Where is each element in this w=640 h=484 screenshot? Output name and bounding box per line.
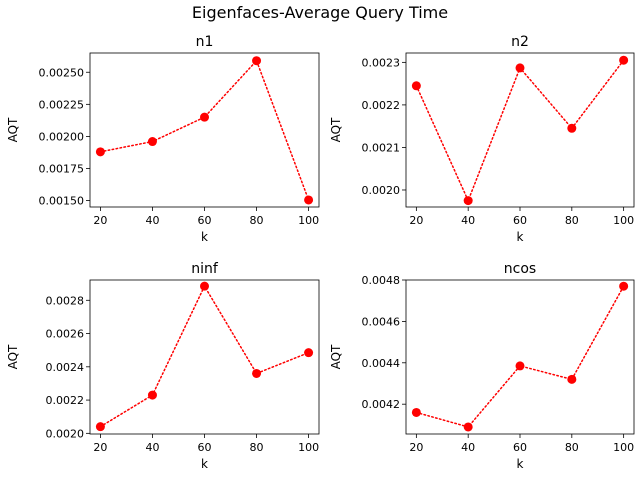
y-tick-label: 0.0021	[362, 141, 401, 154]
x-axis-label: k	[201, 230, 208, 244]
subplot-ninf: ninf 20 40 60 80 100 0.0020 0.0022 0.0024 0.0026 0…	[6, 261, 320, 471]
x-tick-label: 80	[250, 441, 264, 454]
x-tick-label: 60	[513, 214, 527, 227]
subplot-n1: n1 20 40 60 80 100 0.00150 0.00175 0.00200 0.0022…	[6, 34, 320, 244]
data-point	[95, 147, 105, 157]
data-point	[463, 196, 473, 206]
y-tick-label: 0.0048	[362, 274, 401, 287]
figure-title: Eigenfaces-Average Query Time	[192, 3, 448, 22]
x-tick-label: 60	[513, 441, 527, 454]
y-tick-label: 0.0042	[362, 398, 401, 411]
axes-frame	[89, 279, 320, 435]
data-point	[147, 390, 157, 400]
data-point	[200, 112, 209, 122]
x-tick-label: 20	[409, 214, 423, 227]
subplot-ncos: ncos 20 40 60 80 100 0.0042 0.0044 0.0046 0.0048 k…	[329, 261, 635, 471]
y-axis-label: AQT	[329, 117, 343, 142]
data-point	[515, 361, 525, 371]
x-tick-label: 40	[461, 441, 475, 454]
axes-frame	[405, 52, 635, 208]
x-tick-label: 100	[613, 214, 634, 227]
x-tick-label: 80	[250, 214, 264, 227]
y-tick-label: 0.0044	[362, 357, 401, 370]
subplot-title: ninf	[191, 261, 219, 277]
x-axis-label: k	[517, 457, 524, 471]
x-tick-label: 60	[198, 214, 212, 227]
x-tick-label: 80	[565, 214, 579, 227]
y-tick-label: 0.0022	[46, 394, 85, 407]
data-point	[147, 137, 157, 147]
data-point	[411, 81, 421, 91]
subplot-n2: n2 20 40 60 80 100 0.0020 0.0021 0.0022 0.0023 k AQ…	[329, 34, 635, 244]
x-tick-label: 40	[145, 441, 159, 454]
y-tick-label: 0.00150	[39, 195, 85, 208]
x-tick-label: 80	[565, 441, 579, 454]
x-tick-label: 20	[409, 441, 423, 454]
y-tick-label: 0.0046	[362, 315, 401, 328]
subplot-title: ncos	[504, 261, 536, 277]
data-point	[252, 56, 262, 66]
x-axis-label: k	[517, 230, 524, 244]
x-tick-label: 20	[93, 441, 107, 454]
subplot-title: n1	[196, 34, 214, 50]
y-tick-label: 0.00200	[39, 130, 85, 143]
x-axis-label: k	[201, 457, 208, 471]
axes-frame	[405, 279, 635, 435]
y-tick-label: 0.0022	[362, 99, 401, 112]
y-tick-label: 0.0028	[46, 294, 85, 307]
data-point	[95, 422, 105, 432]
y-tick-label: 0.00175	[39, 163, 85, 176]
y-tick-label: 0.0024	[46, 361, 85, 374]
data-point	[411, 407, 421, 417]
data-point	[619, 281, 629, 291]
x-tick-label: 40	[145, 214, 159, 227]
data-point	[619, 55, 629, 65]
y-tick-label: 0.00250	[39, 66, 85, 79]
y-tick-label: 0.0020	[46, 427, 85, 440]
y-tick-label: 0.0026	[46, 328, 85, 341]
axes-frame	[89, 52, 320, 208]
x-tick-label: 40	[461, 214, 475, 227]
data-point	[515, 63, 525, 73]
y-axis-label: AQT	[329, 344, 343, 369]
data-point	[304, 195, 314, 205]
data-point	[463, 422, 473, 432]
data-point	[304, 348, 314, 358]
x-tick-label: 100	[613, 441, 634, 454]
data-point	[567, 374, 577, 384]
y-axis-label: AQT	[6, 344, 20, 369]
y-tick-label: 0.00225	[39, 98, 85, 111]
y-tick-label: 0.0020	[362, 184, 401, 197]
x-tick-label: 60	[198, 441, 212, 454]
data-point	[252, 368, 262, 378]
y-tick-label: 0.0023	[362, 56, 401, 69]
data-point	[200, 281, 209, 291]
x-tick-label: 100	[298, 214, 319, 227]
x-tick-label: 20	[93, 214, 107, 227]
series-line	[99, 59, 310, 201]
subplot-title: n2	[511, 34, 529, 50]
y-axis-label: AQT	[6, 117, 20, 142]
x-tick-label: 100	[298, 441, 319, 454]
data-point	[567, 123, 577, 133]
